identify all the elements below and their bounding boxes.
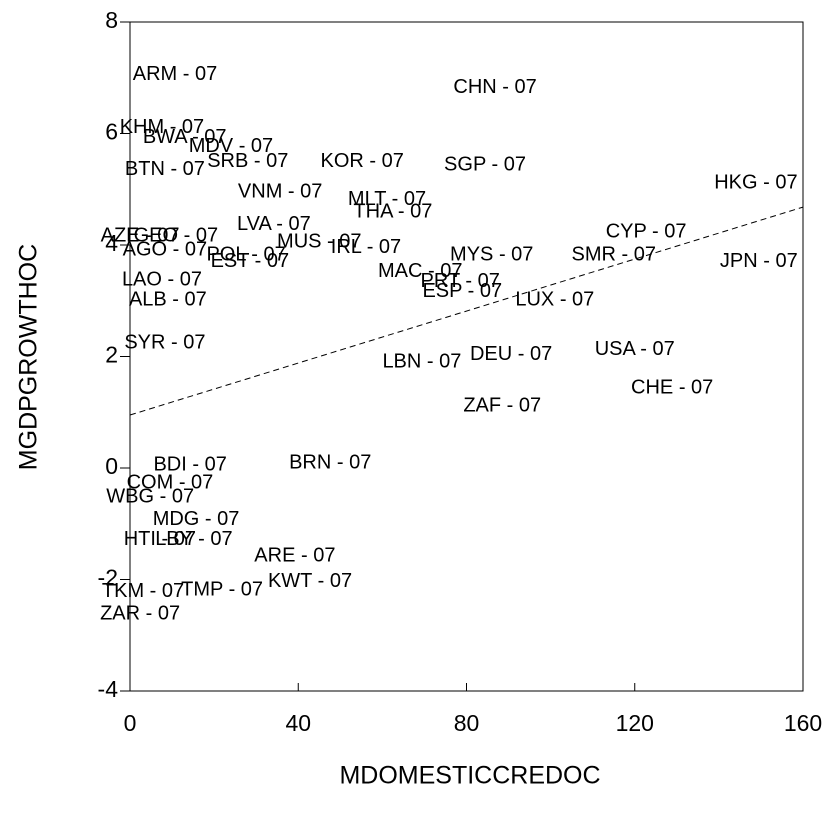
x-axis-label: MDOMESTICCREDOC — [339, 762, 600, 790]
point-label: LBY - 07 — [155, 528, 232, 550]
point-label: MLT - 07 — [348, 188, 426, 210]
y-tick-label: 8 — [105, 7, 118, 33]
point-label: MAC - 07 — [378, 260, 462, 282]
point-label: COM - 07 — [127, 471, 214, 493]
point-label: BTN - 07 — [125, 158, 205, 180]
point-label: KHM - 07 — [120, 116, 204, 138]
point-label: BWA - 07 — [143, 126, 227, 148]
x-tick-label: 120 — [616, 710, 654, 736]
y-tick-label: -4 — [98, 676, 119, 702]
point-label: CHN - 07 — [453, 76, 536, 98]
point-label: THA - 07 — [353, 200, 432, 222]
point-label: ZAF - 07 — [463, 394, 541, 416]
point-label: POL - 07 — [206, 243, 285, 265]
y-tick-label: 4 — [105, 230, 118, 256]
point-label: MYS - 07 — [450, 243, 533, 265]
x-tick-label: 0 — [124, 710, 137, 736]
point-label: ALB - 07 — [129, 288, 207, 310]
point-label: DEU - 07 — [470, 343, 552, 365]
point-label: HKG - 07 — [714, 171, 797, 193]
y-axis-label: MGDPGROWTHOC — [15, 244, 43, 470]
point-label: PRT - 07 — [421, 270, 500, 292]
point-label: SMR - 07 — [571, 243, 655, 265]
point-label: ESP - 07 — [422, 280, 502, 302]
point-label: SGP - 07 — [444, 154, 526, 176]
point-label: ARM - 07 — [133, 63, 217, 85]
point-label: SYR - 07 — [124, 331, 205, 353]
y-tick-label: 6 — [105, 119, 118, 145]
point-label: IRL - 07 — [331, 236, 401, 258]
point-label: WBG - 07 — [106, 485, 194, 507]
point-label: MUS - 07 — [277, 230, 361, 252]
point-label: ARE - 07 — [254, 544, 335, 566]
point-label: EST - 07 — [211, 250, 290, 272]
fit-line — [129, 206, 804, 416]
point-label: TMP - 07 — [181, 578, 263, 600]
point-label: MDV - 07 — [189, 135, 273, 157]
x-tick-label: 40 — [285, 710, 311, 736]
point-label: ZAR - 07 — [100, 602, 180, 624]
point-label: AZE - 07 — [101, 224, 180, 246]
point-label: VNM - 07 — [238, 180, 322, 202]
point-label: LBN - 07 — [382, 350, 461, 372]
point-label: TKM - 07 — [102, 580, 184, 602]
x-tick-label: 160 — [784, 710, 822, 736]
point-label: BRN - 07 — [289, 451, 371, 473]
y-tick-label: -2 — [98, 565, 118, 591]
x-tick-label: 80 — [454, 710, 480, 736]
point-label: USA - 07 — [595, 338, 675, 360]
y-tick-label: 2 — [105, 342, 118, 368]
point-label: MDG - 07 — [153, 508, 240, 530]
point-label: JPN - 07 — [720, 250, 798, 272]
point-label: LUX - 07 — [515, 288, 594, 310]
point-label: LAO - 07 — [122, 268, 202, 290]
point-label: GEO - 07 — [134, 224, 218, 246]
point-label: HTI - 07 — [124, 528, 196, 550]
point-label: CHE - 07 — [631, 377, 713, 399]
point-label: CYP - 07 — [606, 220, 687, 242]
point-label: BDI - 07 — [153, 453, 226, 475]
point-label: LVA - 07 — [237, 213, 311, 235]
point-label: KOR - 07 — [321, 150, 404, 172]
y-tick-label: 0 — [105, 453, 118, 479]
point-label: SRB - 07 — [207, 150, 288, 172]
point-label: AGO - 07 — [123, 238, 207, 260]
point-label: KWT - 07 — [268, 570, 352, 592]
